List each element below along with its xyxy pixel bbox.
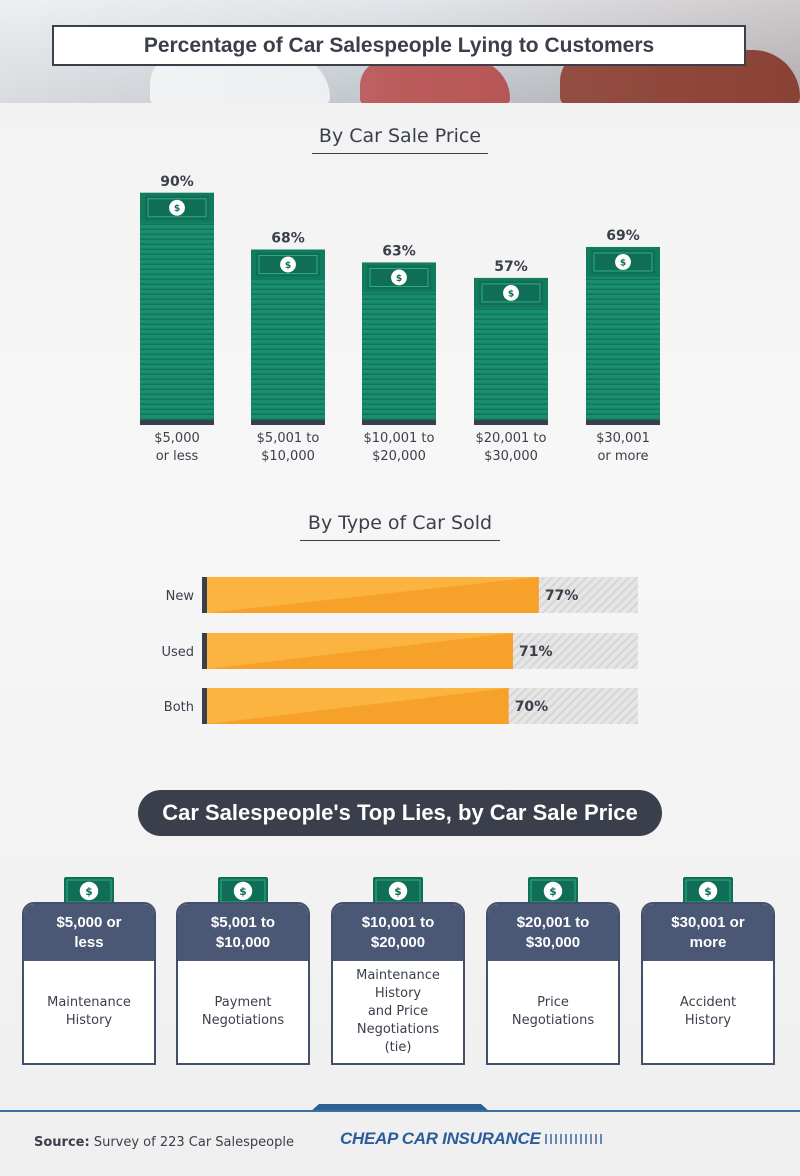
brand-name: CHEAP CAR INSURANCE <box>340 1129 541 1148</box>
top-lies-banner: Car Salespeople's Top Lies, by Car Sale … <box>138 790 662 836</box>
svg-text:$: $ <box>704 885 711 898</box>
bar-fill <box>207 577 539 613</box>
dollar-bill-icon: $ <box>683 877 733 905</box>
source-label: Source: <box>34 1135 90 1150</box>
price-bar: $ <box>362 262 436 425</box>
dollar-bill-icon: $ <box>479 280 543 305</box>
dollar-bill-icon: $ <box>218 877 268 905</box>
top-lie-card: $10,001 to $20,000 Maintenance History and P… <box>331 902 465 1065</box>
dollar-bill-icon: $ <box>256 252 320 277</box>
dollar-bill-icon: $ <box>145 195 209 220</box>
type-bar <box>202 688 638 724</box>
svg-text:$: $ <box>620 258 626 268</box>
svg-text:$: $ <box>239 885 246 898</box>
bar-base <box>586 420 660 425</box>
price-bar-value-label: 57% <box>494 259 528 275</box>
footer-divider <box>0 1110 800 1112</box>
svg-text:$: $ <box>285 261 291 271</box>
title-box: Percentage of Car Salespeople Lying to C… <box>52 25 746 66</box>
type-bar-value-label: 77% <box>545 588 579 604</box>
card-price-range: $5,000 or less <box>24 904 154 961</box>
card-top-lie: Price Negotiations <box>511 995 595 1028</box>
price-category-label: $5,000 or less <box>154 431 200 464</box>
price-bar-value-label: 90% <box>160 174 194 190</box>
type-category-label: Both <box>164 700 194 715</box>
bar-fill <box>207 633 514 669</box>
bar-body <box>140 192 214 425</box>
page-title: Percentage of Car Salespeople Lying to C… <box>143 33 655 57</box>
price-bar: $ <box>474 277 548 425</box>
bar-base <box>140 420 214 425</box>
price-bar-value-label: 69% <box>606 228 640 244</box>
top-lies-title: Car Salespeople's Top Lies, by Car Sale … <box>162 800 638 825</box>
dollar-bill-icon: $ <box>367 265 431 290</box>
car-silhouette <box>360 60 510 103</box>
dollar-bill-icon: $ <box>591 249 655 274</box>
bar-base <box>474 420 548 425</box>
source-note: Source: Survey of 223 Car Salespeople <box>34 1135 294 1150</box>
price-bar-value-label: 63% <box>382 243 416 259</box>
type-bar <box>202 577 638 613</box>
dollar-bill-icon: $ <box>64 877 114 905</box>
price-chart-title: By Car Sale Price <box>318 125 482 147</box>
dollar-bill-icon: $ <box>528 877 578 905</box>
svg-text:$: $ <box>549 885 556 898</box>
price-category-label: $30,001 or more <box>596 431 650 464</box>
price-bar: $ <box>586 246 660 425</box>
footer-tab <box>310 1104 490 1112</box>
svg-text:$: $ <box>85 885 92 898</box>
card-top-lie: Maintenance History and Price Negotiations(… <box>356 968 440 1055</box>
type-bar <box>202 633 638 669</box>
bar-start-cap <box>202 577 207 613</box>
brand-logo: CHEAP CAR INSURANCE <box>340 1128 605 1150</box>
dollar-bill-icon: $ <box>528 877 578 905</box>
price-chart-title-wrap: By Car Sale Price <box>312 125 488 154</box>
price-category-label: $5,001 to $10,000 <box>257 431 320 464</box>
type-bar-value-label: 71% <box>519 644 553 660</box>
source-text: Survey of 223 Car Salespeople <box>93 1135 294 1150</box>
price-category-label: $10,001 to $20,000 <box>364 431 435 464</box>
svg-text:$: $ <box>396 274 402 284</box>
card-price-range: $5,001 to $10,000 <box>178 904 308 961</box>
price-category-label: $20,001 to $30,000 <box>476 431 547 464</box>
top-lie-card: $20,001 to $30,000 Price Negotiations <box>486 902 620 1065</box>
dollar-bill-icon: $ <box>373 877 423 905</box>
type-chart-title: By Type of Car Sold <box>307 512 493 534</box>
type-bar-value-label: 70% <box>515 699 549 715</box>
top-lie-card: $5,000 or less Maintenance History <box>22 902 156 1065</box>
bar-fill <box>207 688 509 724</box>
price-bar: $ <box>251 249 325 425</box>
dollar-bill-icon: $ <box>683 877 733 905</box>
svg-text:$: $ <box>174 204 180 214</box>
price-bar-value-label: 68% <box>271 231 305 247</box>
dollar-bill-icon: $ <box>64 877 114 905</box>
top-lie-card: $5,001 to $10,000 Payment Negotiations <box>176 902 310 1065</box>
type-category-label: New <box>166 589 195 604</box>
svg-text:$: $ <box>394 885 401 898</box>
price-bar-chart: $90% $5,000 or less $68% $5,001 to $10,000 $63… <box>140 174 660 464</box>
card-price-range: $10,001 to $20,000 <box>333 904 463 961</box>
bar-start-cap <box>202 688 207 724</box>
type-bar-chart: 77% New 71% Used 70% Both <box>161 577 638 724</box>
bar-base <box>362 420 436 425</box>
svg-text:$: $ <box>508 289 514 299</box>
card-top-lie: Payment Negotiations <box>201 995 285 1028</box>
bar-start-cap <box>202 633 207 669</box>
price-bar: $ <box>140 192 214 425</box>
card-top-lie: Maintenance History <box>47 995 131 1028</box>
card-top-lie: Accident History <box>679 995 737 1028</box>
type-chart-title-wrap: By Type of Car Sold <box>300 512 500 541</box>
card-price-range: $20,001 to $30,000 <box>488 904 618 961</box>
bar-base <box>251 420 325 425</box>
type-category-label: Used <box>161 645 194 660</box>
top-lie-card: $30,001 or more Accident History <box>641 902 775 1065</box>
dollar-bill-icon: $ <box>373 877 423 905</box>
card-price-range: $30,001 or more <box>643 904 773 961</box>
